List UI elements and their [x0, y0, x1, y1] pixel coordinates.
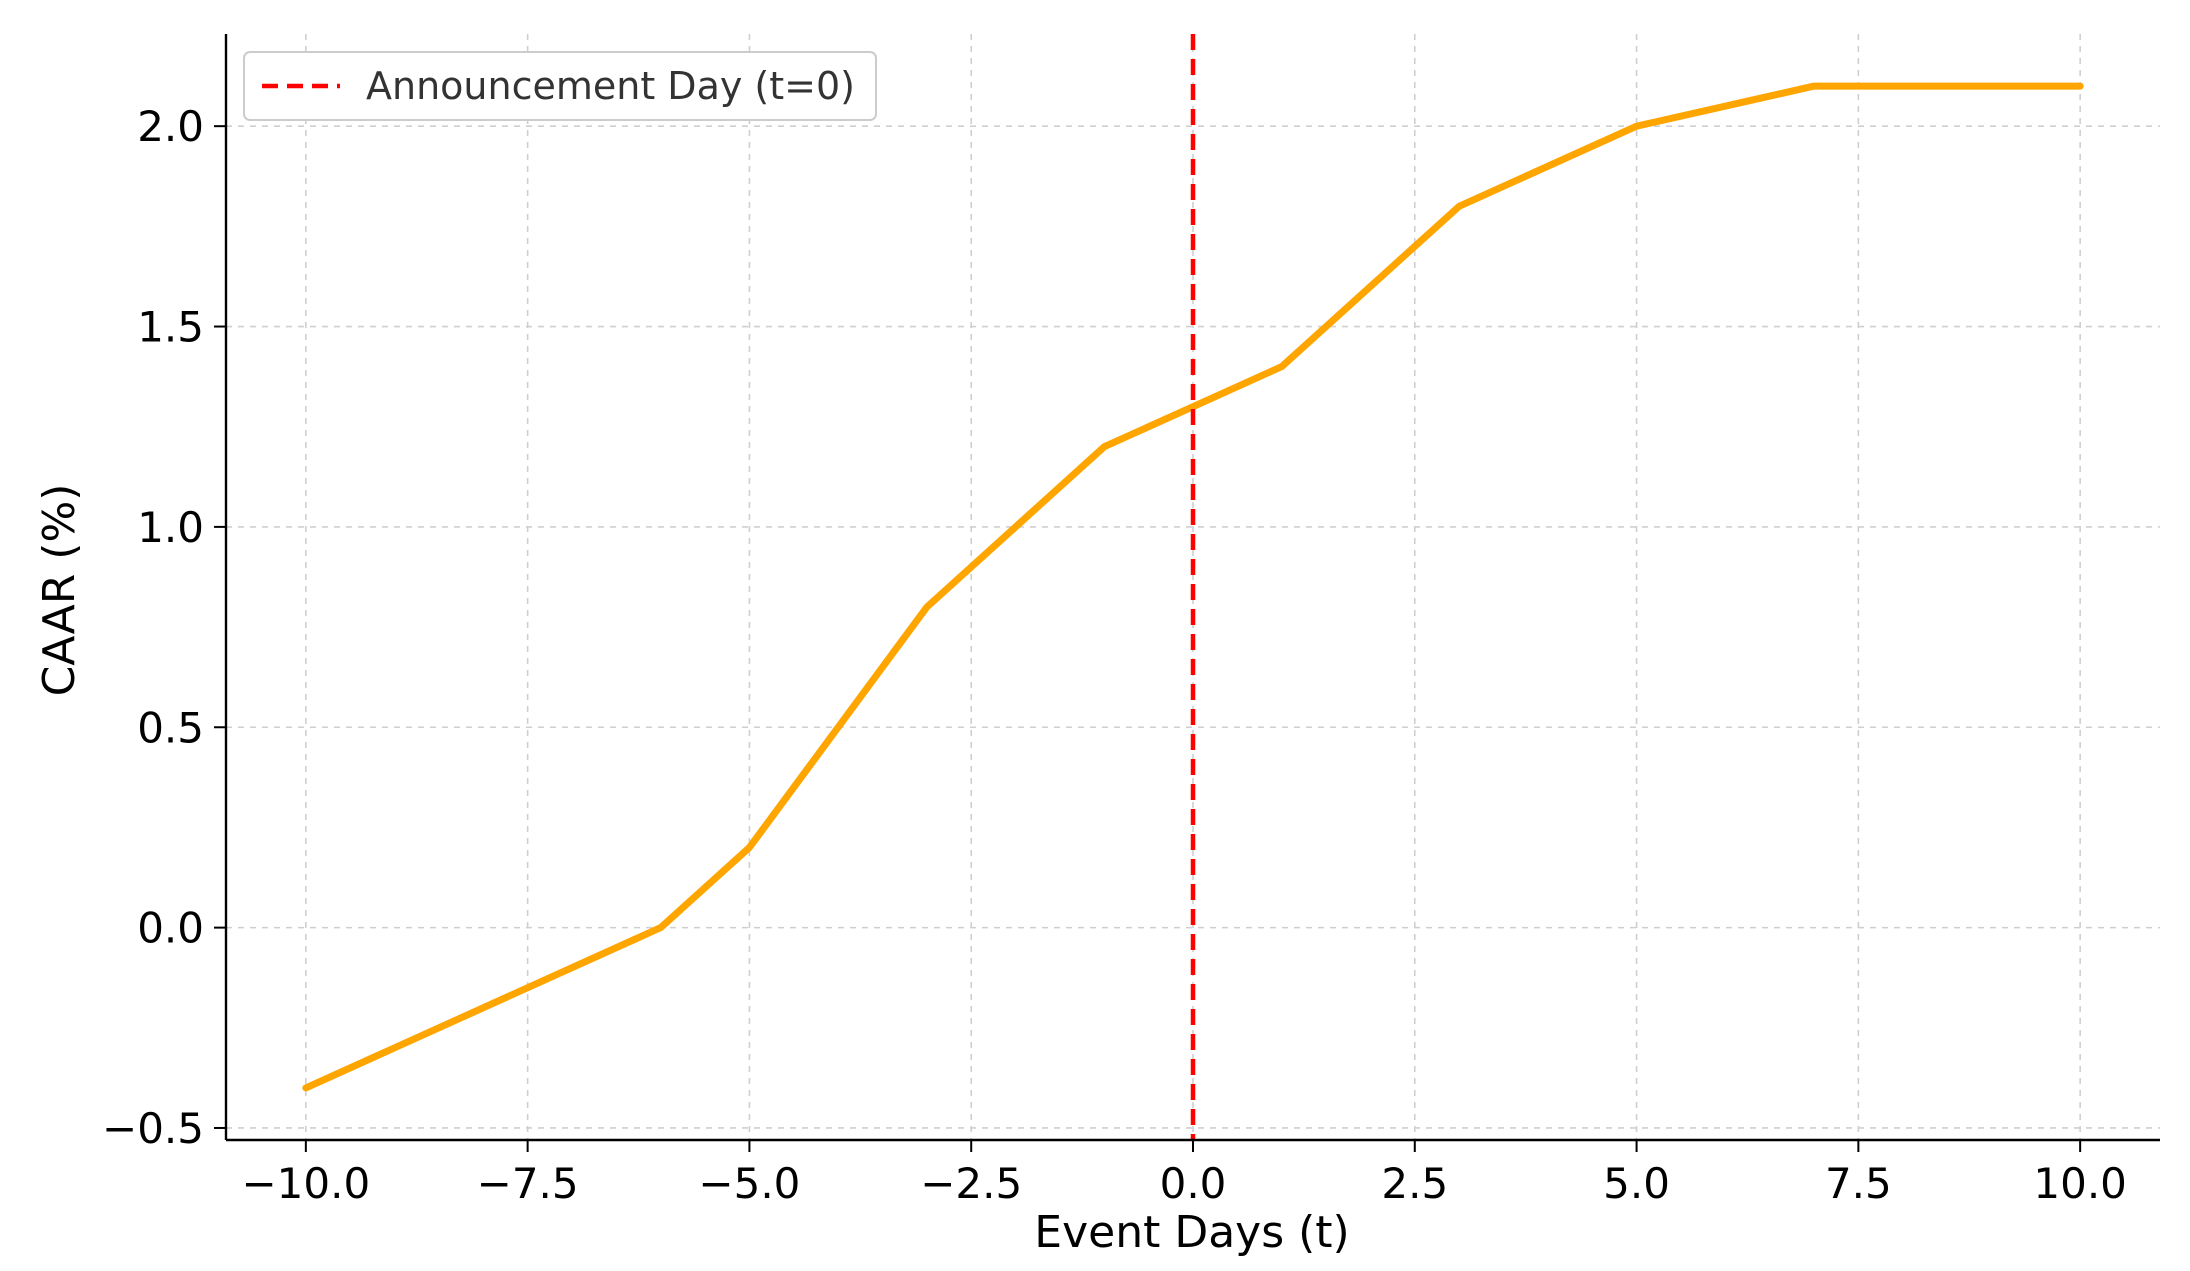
y-tick-label: 1.5 — [137, 303, 204, 352]
legend: Announcement Day (t=0) — [243, 51, 877, 121]
y-tick-label: 0.5 — [137, 703, 204, 752]
y-axis-label: CAAR (%) — [34, 484, 85, 697]
x-tick-label: −10.0 — [241, 1159, 370, 1208]
y-tick-label: 2.0 — [137, 102, 204, 151]
x-axis-label: Event Days (t) — [1034, 1207, 1349, 1258]
y-tick-label: 1.0 — [137, 503, 204, 552]
x-tick-label: −7.5 — [477, 1159, 579, 1208]
x-tick-label: 2.5 — [1381, 1159, 1448, 1208]
y-ticks: −0.5 0.0 0.5 1.0 1.5 2.0 — [102, 102, 226, 1153]
y-tick-label: 0.0 — [137, 904, 204, 953]
series-layer — [302, 82, 2084, 1092]
x-ticks: −10.0 −7.5 −5.0 −2.5 0.0 2.5 5.0 7.5 10.0 — [241, 1140, 2127, 1208]
x-tick-label: 5.0 — [1603, 1159, 1670, 1208]
legend-box — [243, 51, 877, 121]
grid — [226, 34, 2160, 1140]
x-tick-label: 0.0 — [1160, 1159, 1227, 1208]
legend-label-announcement-day: Announcement Day (t=0) — [366, 64, 855, 108]
x-tick-label: 7.5 — [1825, 1159, 1892, 1208]
caar-series-line — [302, 82, 2084, 1092]
x-tick-label: 10.0 — [2033, 1159, 2127, 1208]
x-tick-label: −5.0 — [698, 1159, 800, 1208]
y-tick-label: −0.5 — [102, 1104, 204, 1153]
x-tick-label: −2.5 — [920, 1159, 1022, 1208]
